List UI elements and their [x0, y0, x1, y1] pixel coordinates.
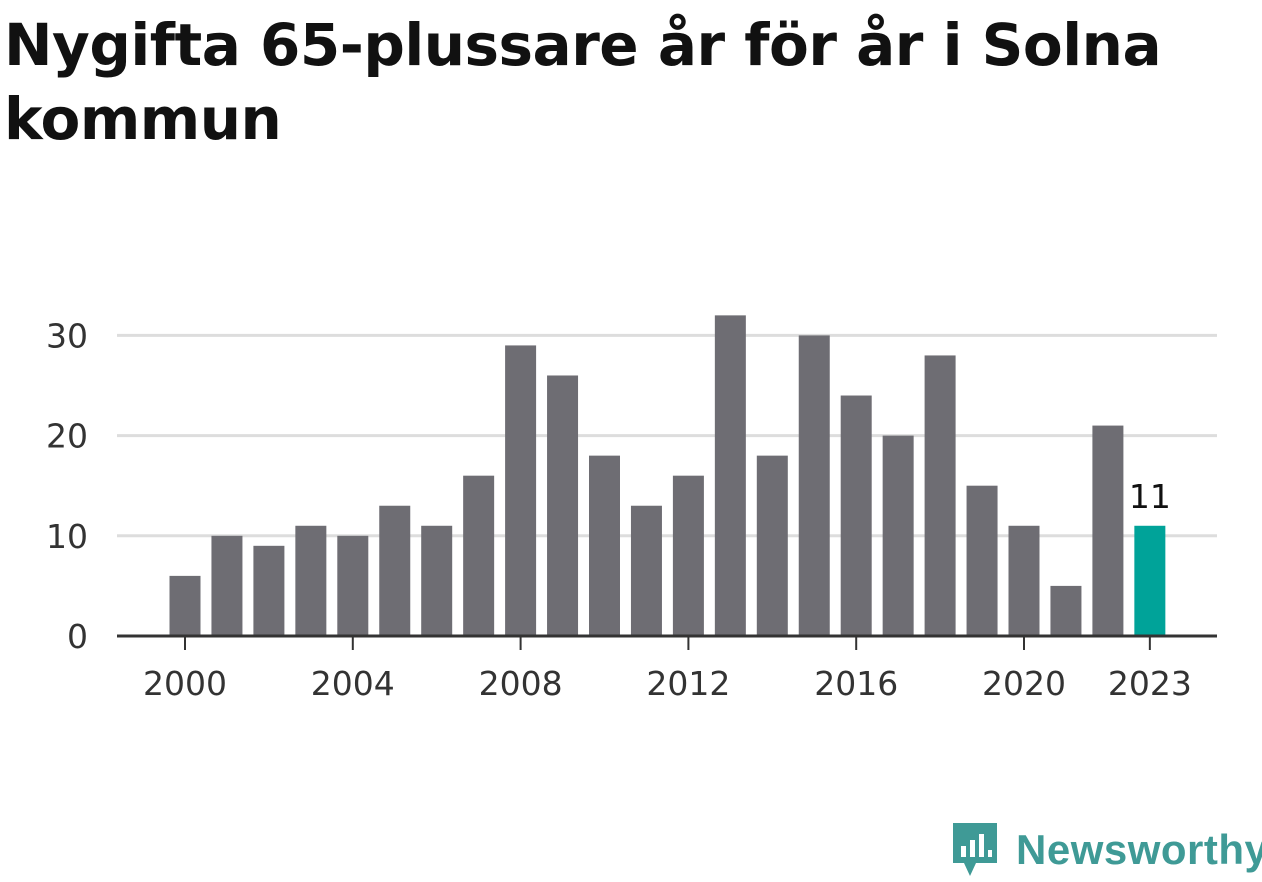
brand-name: Newsworthy	[1016, 826, 1262, 873]
y-axis-ticks: 0 10 20 30	[46, 316, 88, 656]
bar-2000	[169, 575, 201, 636]
data-label-2023: 11	[1129, 477, 1171, 516]
bar-2007	[463, 475, 495, 636]
bar-2004	[337, 535, 369, 636]
bar-2013	[714, 315, 746, 636]
bar-2010	[589, 455, 620, 636]
x-tick-label-2004: 2004	[311, 664, 395, 703]
x-tick-label-2016: 2016	[814, 664, 898, 703]
y-tick-label-20: 20	[46, 417, 88, 456]
y-tick-label-10: 10	[46, 517, 88, 556]
bar-2006	[421, 525, 453, 636]
bar-2021	[1050, 585, 1082, 636]
x-tick-label-2000: 2000	[143, 664, 227, 703]
y-tick-label-30: 30	[46, 316, 88, 355]
bar-2023	[1134, 525, 1166, 636]
y-tick-label-0: 0	[67, 617, 88, 656]
newsworthy-logo-icon	[953, 823, 997, 876]
x-tick-label-2023: 2023	[1108, 664, 1192, 703]
bar-2016	[840, 395, 872, 636]
bar-2011	[630, 505, 662, 636]
data-labels: 11	[1129, 477, 1171, 516]
bar-2003	[295, 525, 327, 636]
x-tick-label-2020: 2020	[982, 664, 1066, 703]
gridlines	[117, 333, 1217, 538]
bar-2002	[253, 545, 285, 636]
bar-2001	[211, 535, 243, 636]
bar-2017	[882, 435, 914, 636]
x-tick-label-2008: 2008	[479, 664, 563, 703]
bar-2020	[1008, 525, 1040, 636]
bar-2022	[1092, 425, 1124, 636]
bar-2018	[924, 355, 956, 636]
bar-2019	[966, 485, 998, 636]
x-tick-label-2012: 2012	[646, 664, 730, 703]
bar-2015	[798, 335, 830, 636]
bar-2012	[672, 475, 704, 636]
newsworthy-logo: Newsworthy	[950, 818, 1262, 882]
x-axis: 2000 2004 2008 2012 2016 2020 2023	[117, 634, 1217, 703]
bar-2009	[547, 375, 579, 636]
bars	[169, 315, 1166, 636]
bar-2005	[379, 505, 411, 636]
chart-title: Nygifta 65-plussare år för år i Solna ko…	[4, 11, 1162, 153]
bar-2008	[505, 345, 537, 636]
bar-2014	[756, 455, 788, 636]
